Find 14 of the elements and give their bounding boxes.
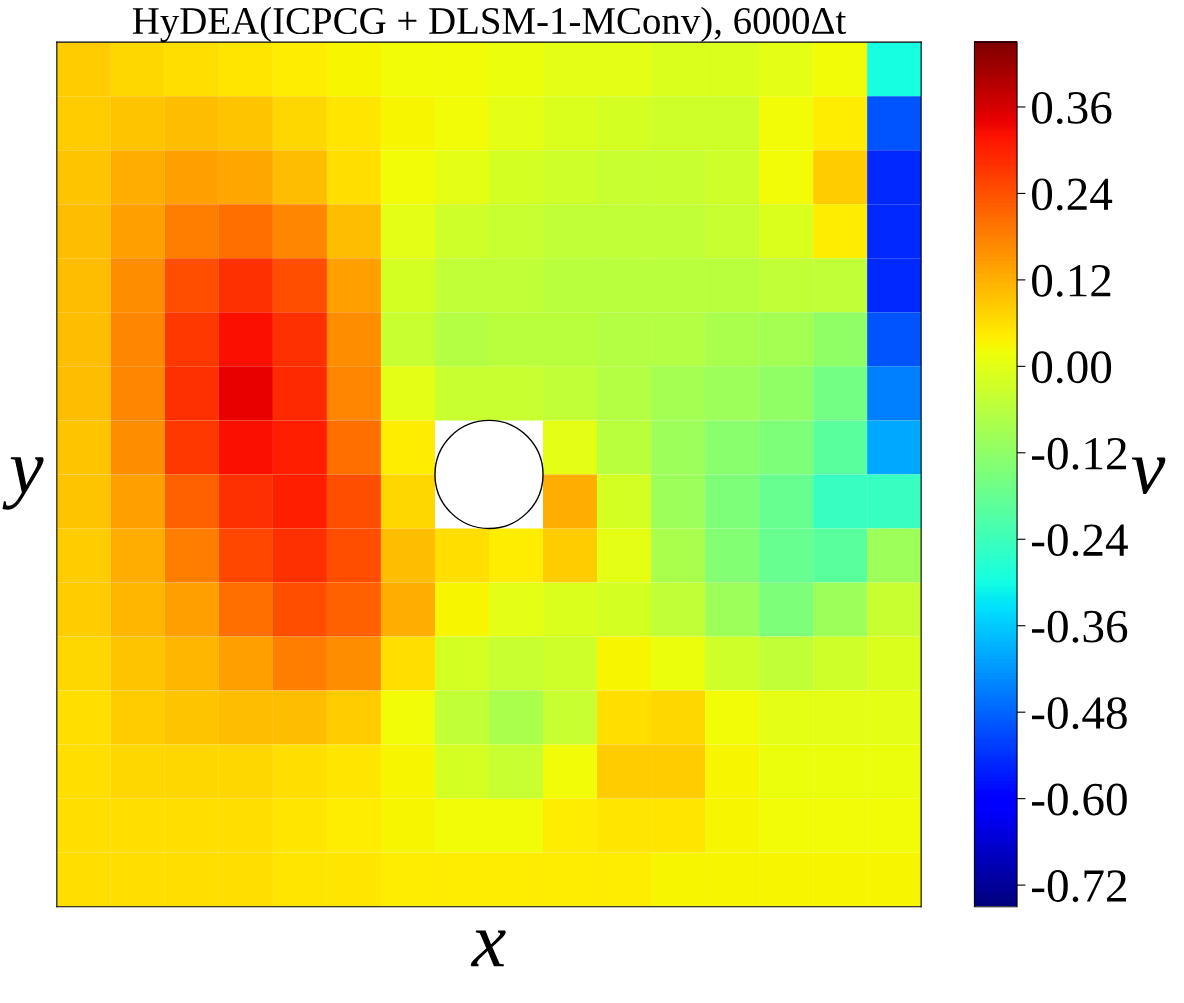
color-bar-label: 0.24 [1032, 178, 1113, 211]
color-bar-label: -0.24 [1032, 524, 1128, 557]
color-bar-label: -0.36 [1032, 610, 1128, 643]
color-bar-label: -0.48 [1032, 697, 1127, 730]
color-bar-label: 0.00 [1032, 351, 1112, 384]
color-bar-label: 0.36 [1032, 91, 1112, 125]
y-axis-title: y [2, 457, 44, 510]
color-bar-label: -0.60 [1032, 783, 1127, 816]
chart-title: HyDEA(ICPCG + DLSM-1-MConv), 6000Δt [132, 6, 847, 43]
x-axis-title: x [470, 930, 506, 967]
color-bar-label: -0.72 [1032, 870, 1127, 903]
color-bar-label: -0.12 [1032, 437, 1127, 470]
color-bar-title: v [1131, 457, 1166, 494]
color-bar-label: 0.12 [1032, 264, 1111, 297]
